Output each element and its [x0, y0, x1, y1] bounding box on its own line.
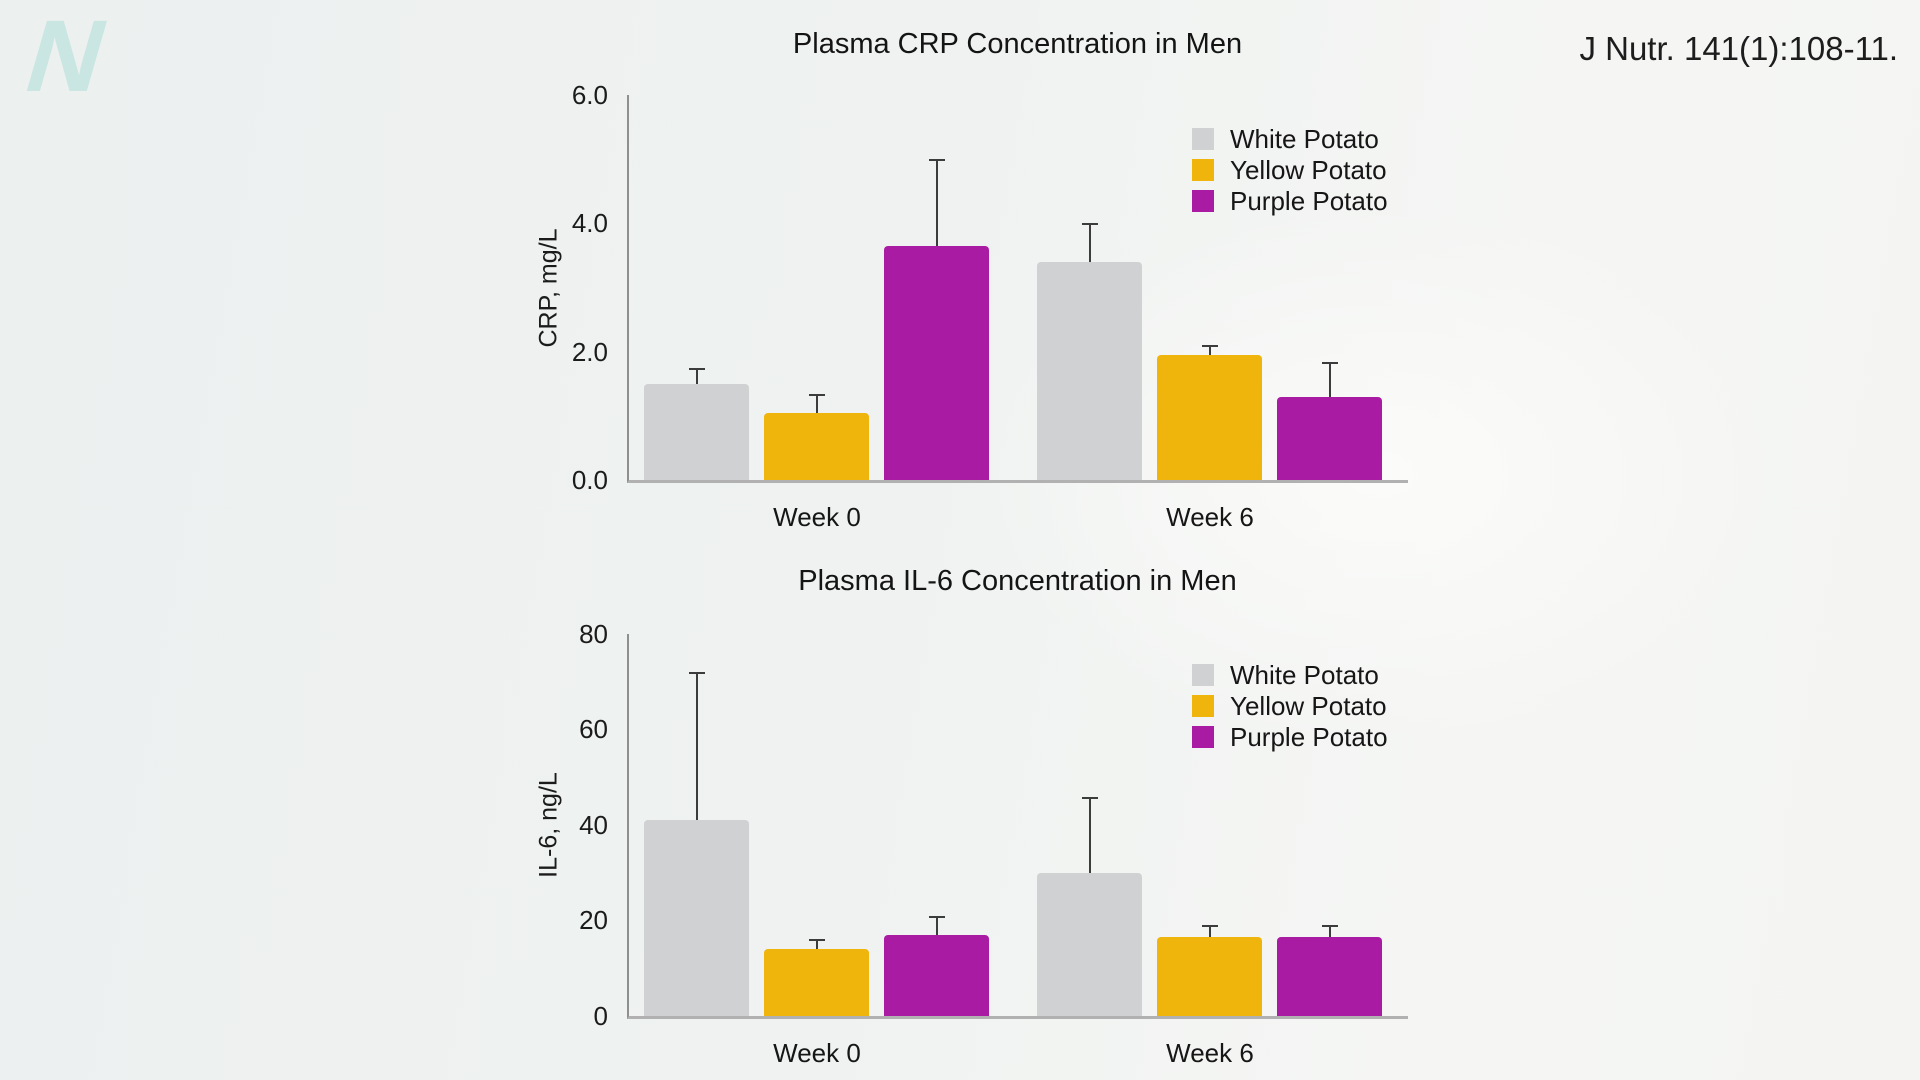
crp-ytick-4: 4.0 — [571, 208, 608, 238]
crp-legend: White Potato Yellow Potato Purple Potato — [1192, 123, 1388, 216]
il6-ytick-20: 20 — [579, 905, 608, 935]
error-bar-yellow-potato-week-0 — [815, 394, 818, 413]
il6-ytick-0: 0 — [593, 1001, 608, 1031]
legend-row-white-potato: White Potato — [1192, 659, 1388, 690]
legend-label: White Potato — [1230, 123, 1379, 154]
legend-row-white-potato: White Potato — [1192, 123, 1388, 154]
legend-row-purple-potato: Purple Potato — [1192, 185, 1388, 216]
error-bar-cap — [808, 939, 825, 941]
crp-y-axis-label: CRP, mg/L — [534, 228, 563, 348]
bar-yellow-potato-week-0 — [764, 413, 869, 480]
il6-legend: White Potato Yellow Potato Purple Potato — [1192, 659, 1388, 752]
legend-label: White Potato — [1230, 659, 1379, 690]
legend-row-yellow-potato: Yellow Potato — [1192, 690, 1388, 721]
il6-chart-title: Plasma IL-6 Concentration in Men — [798, 565, 1237, 597]
error-bar-cap — [1081, 223, 1098, 225]
error-bar-purple-potato-week-6 — [1328, 925, 1331, 937]
crp-week0-label: Week 0 — [773, 502, 861, 532]
error-bar-white-potato-week-0 — [695, 672, 698, 820]
error-bar-cap — [688, 672, 705, 674]
il6-ytick-80: 80 — [579, 619, 608, 649]
legend-row-yellow-potato: Yellow Potato — [1192, 154, 1388, 185]
error-bar-cap — [808, 394, 825, 396]
il6-ytick-60: 60 — [579, 714, 608, 744]
error-bar-cap — [1201, 925, 1218, 927]
il6-week6-label: Week 6 — [1166, 1038, 1254, 1068]
error-bar-cap — [928, 159, 945, 161]
error-bar-cap — [1321, 925, 1338, 927]
error-bar-white-potato-week-6 — [1088, 797, 1091, 873]
bar-white-potato-week-6 — [1037, 262, 1142, 480]
bar-white-potato-week-6 — [1037, 873, 1142, 1016]
crp-ytick-6: 6.0 — [571, 80, 608, 110]
bar-purple-potato-week-6 — [1277, 937, 1382, 1016]
legend-label: Purple Potato — [1230, 185, 1388, 216]
legend-label: Purple Potato — [1230, 721, 1388, 752]
error-bar-cap — [1201, 345, 1218, 347]
error-bar-cap — [1081, 797, 1098, 799]
error-bar-purple-potato-week-0 — [935, 159, 938, 246]
bar-purple-potato-week-6 — [1277, 397, 1382, 480]
bar-yellow-potato-week-6 — [1157, 355, 1262, 480]
white-potato-swatch — [1192, 127, 1214, 150]
nutritionfacts-logo: N — [13, 0, 117, 113]
il6-ytick-40: 40 — [579, 810, 608, 840]
bar-white-potato-week-0 — [644, 820, 749, 1016]
error-bar-purple-potato-week-6 — [1328, 362, 1331, 397]
legend-row-purple-potato: Purple Potato — [1192, 721, 1388, 752]
crp-chart-title: Plasma CRP Concentration in Men — [792, 28, 1243, 60]
bar-yellow-potato-week-0 — [764, 949, 869, 1016]
bar-purple-potato-week-0 — [884, 935, 989, 1016]
error-bar-yellow-potato-week-6 — [1208, 925, 1211, 937]
error-bar-cap — [1321, 362, 1338, 364]
il6-week0-label: Week 0 — [773, 1038, 861, 1068]
bar-white-potato-week-0 — [644, 384, 749, 480]
error-bar-purple-potato-week-0 — [935, 916, 938, 935]
purple-potato-swatch — [1192, 189, 1214, 212]
il6-plot-area — [627, 634, 1408, 1019]
yellow-potato-swatch — [1192, 158, 1214, 181]
yellow-potato-swatch — [1192, 694, 1214, 717]
white-potato-swatch — [1192, 663, 1214, 686]
purple-potato-swatch — [1192, 725, 1214, 748]
error-bar-white-potato-week-0 — [695, 368, 698, 384]
error-bar-cap — [928, 916, 945, 918]
bar-yellow-potato-week-6 — [1157, 937, 1262, 1016]
error-bar-cap — [688, 368, 705, 370]
journal-citation: J Nutr. 141(1):108-11. — [1579, 30, 1898, 67]
crp-plot-area — [627, 95, 1408, 483]
crp-ytick-0: 0.0 — [571, 465, 608, 495]
bar-purple-potato-week-0 — [884, 246, 989, 480]
legend-label: Yellow Potato — [1230, 690, 1387, 721]
error-bar-yellow-potato-week-0 — [815, 939, 818, 949]
error-bar-yellow-potato-week-6 — [1208, 345, 1211, 355]
legend-label: Yellow Potato — [1230, 154, 1387, 185]
error-bar-white-potato-week-6 — [1088, 223, 1091, 262]
crp-ytick-2: 2.0 — [571, 337, 608, 367]
crp-week6-label: Week 6 — [1166, 502, 1254, 532]
